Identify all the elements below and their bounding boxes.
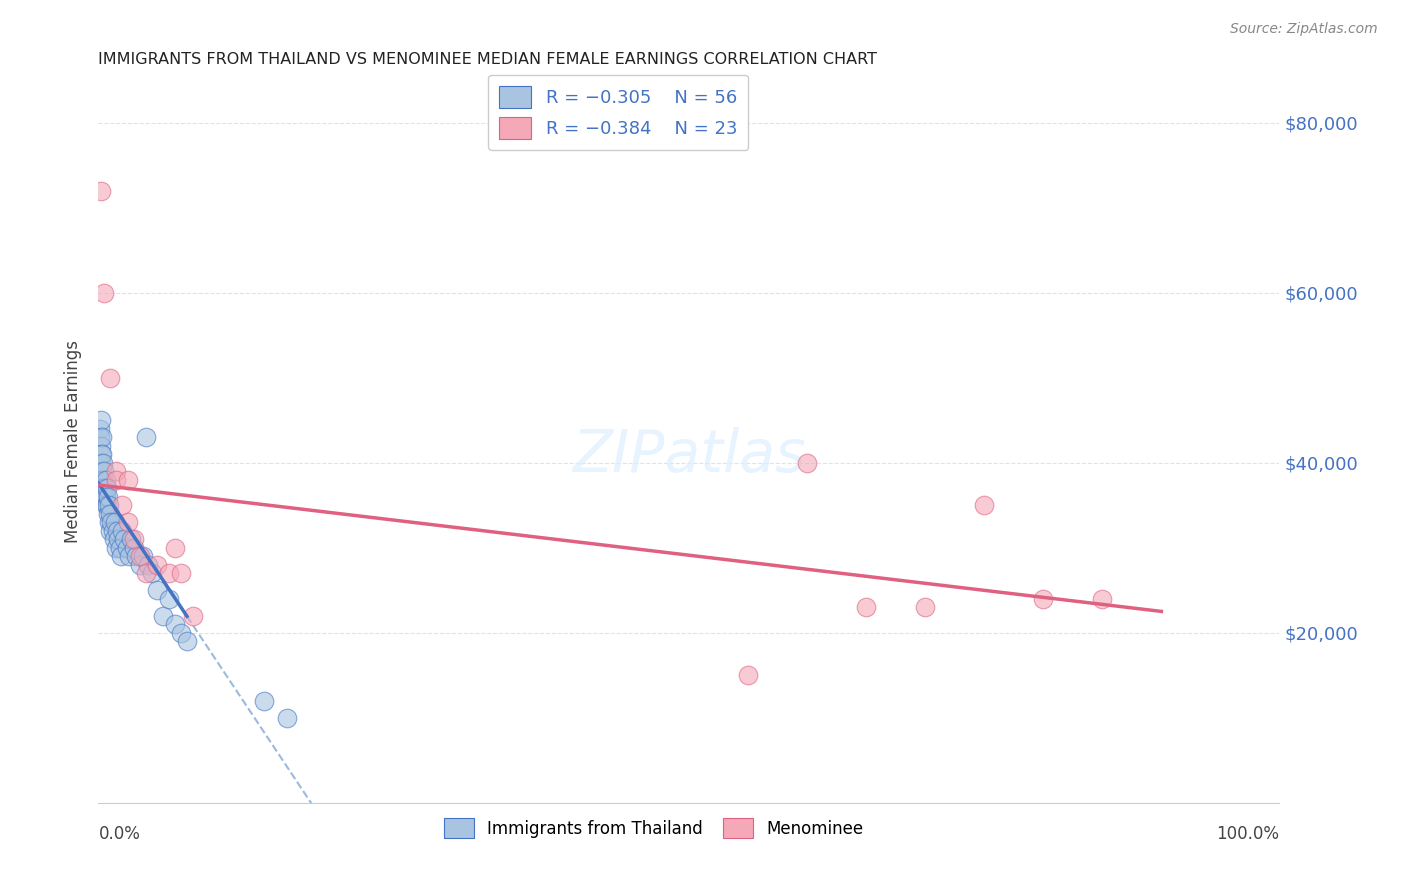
Point (107, 533, 129, 547)
Point (98, 371, 121, 385)
Point (152, 608, 174, 623)
Legend: Immigrants from Thailand, Menominee: Immigrants from Thailand, Menominee (437, 812, 870, 845)
Point (93, 481, 115, 495)
Point (93, 490, 115, 504)
Point (135, 566, 157, 581)
Point (98, 524, 121, 538)
Point (157, 566, 180, 581)
Point (105, 524, 128, 538)
Point (132, 549, 155, 564)
Point (111, 524, 134, 538)
Point (1091, 591, 1114, 606)
Point (103, 533, 125, 547)
Point (170, 566, 193, 581)
Point (112, 533, 135, 547)
Text: 100.0%: 100.0% (1216, 825, 1279, 843)
Point (91, 447, 114, 461)
Point (105, 473, 128, 487)
Point (128, 549, 150, 564)
Point (98, 507, 121, 521)
Point (93, 464, 115, 478)
Point (100, 516, 122, 530)
Text: ZIPatlas: ZIPatlas (572, 427, 806, 484)
Point (176, 634, 198, 648)
Point (115, 541, 138, 555)
Point (796, 456, 818, 470)
Point (91, 481, 114, 495)
Point (111, 498, 134, 512)
Point (170, 625, 193, 640)
Point (110, 549, 132, 564)
Point (136, 558, 159, 572)
Point (181, 608, 204, 623)
Point (98, 498, 121, 512)
Point (91, 464, 114, 478)
Point (94, 498, 117, 512)
Point (146, 583, 169, 598)
Point (128, 558, 150, 572)
Point (90, 413, 112, 427)
Point (108, 541, 131, 555)
Point (914, 600, 936, 615)
Point (135, 430, 157, 444)
Point (91, 456, 114, 470)
Point (855, 600, 877, 615)
Point (96, 498, 118, 512)
Point (146, 558, 169, 572)
Point (105, 464, 128, 478)
Point (165, 541, 187, 555)
Y-axis label: Median Female Earnings: Median Female Earnings (65, 340, 83, 543)
Point (165, 617, 187, 632)
Point (276, 711, 298, 725)
Point (89, 430, 111, 444)
Point (104, 516, 127, 530)
Point (89, 422, 111, 436)
Point (737, 668, 759, 682)
Point (90, 447, 112, 461)
Point (91, 430, 114, 444)
Point (122, 541, 145, 555)
Point (157, 591, 180, 606)
Point (91, 473, 114, 487)
Point (118, 549, 141, 564)
Point (101, 524, 124, 538)
Point (96, 481, 118, 495)
Point (90, 439, 112, 453)
Point (90, 184, 112, 198)
Point (117, 473, 139, 487)
Point (94, 473, 117, 487)
Text: Source: ZipAtlas.com: Source: ZipAtlas.com (1230, 22, 1378, 37)
Point (253, 694, 276, 708)
Point (121, 533, 143, 547)
Point (117, 516, 139, 530)
Text: 0.0%: 0.0% (98, 825, 141, 843)
Point (97, 490, 120, 504)
Point (105, 541, 128, 555)
Point (973, 498, 995, 512)
Point (94, 490, 117, 504)
Point (90, 456, 112, 470)
Point (98, 516, 121, 530)
Point (141, 566, 163, 581)
Point (122, 533, 145, 547)
Text: IMMIGRANTS FROM THAILAND VS MENOMINEE MEDIAN FEMALE EARNINGS CORRELATION CHART: IMMIGRANTS FROM THAILAND VS MENOMINEE ME… (98, 52, 877, 67)
Point (1032, 591, 1054, 606)
Point (125, 549, 148, 564)
Point (93, 285, 115, 300)
Point (91, 473, 114, 487)
Point (97, 507, 120, 521)
